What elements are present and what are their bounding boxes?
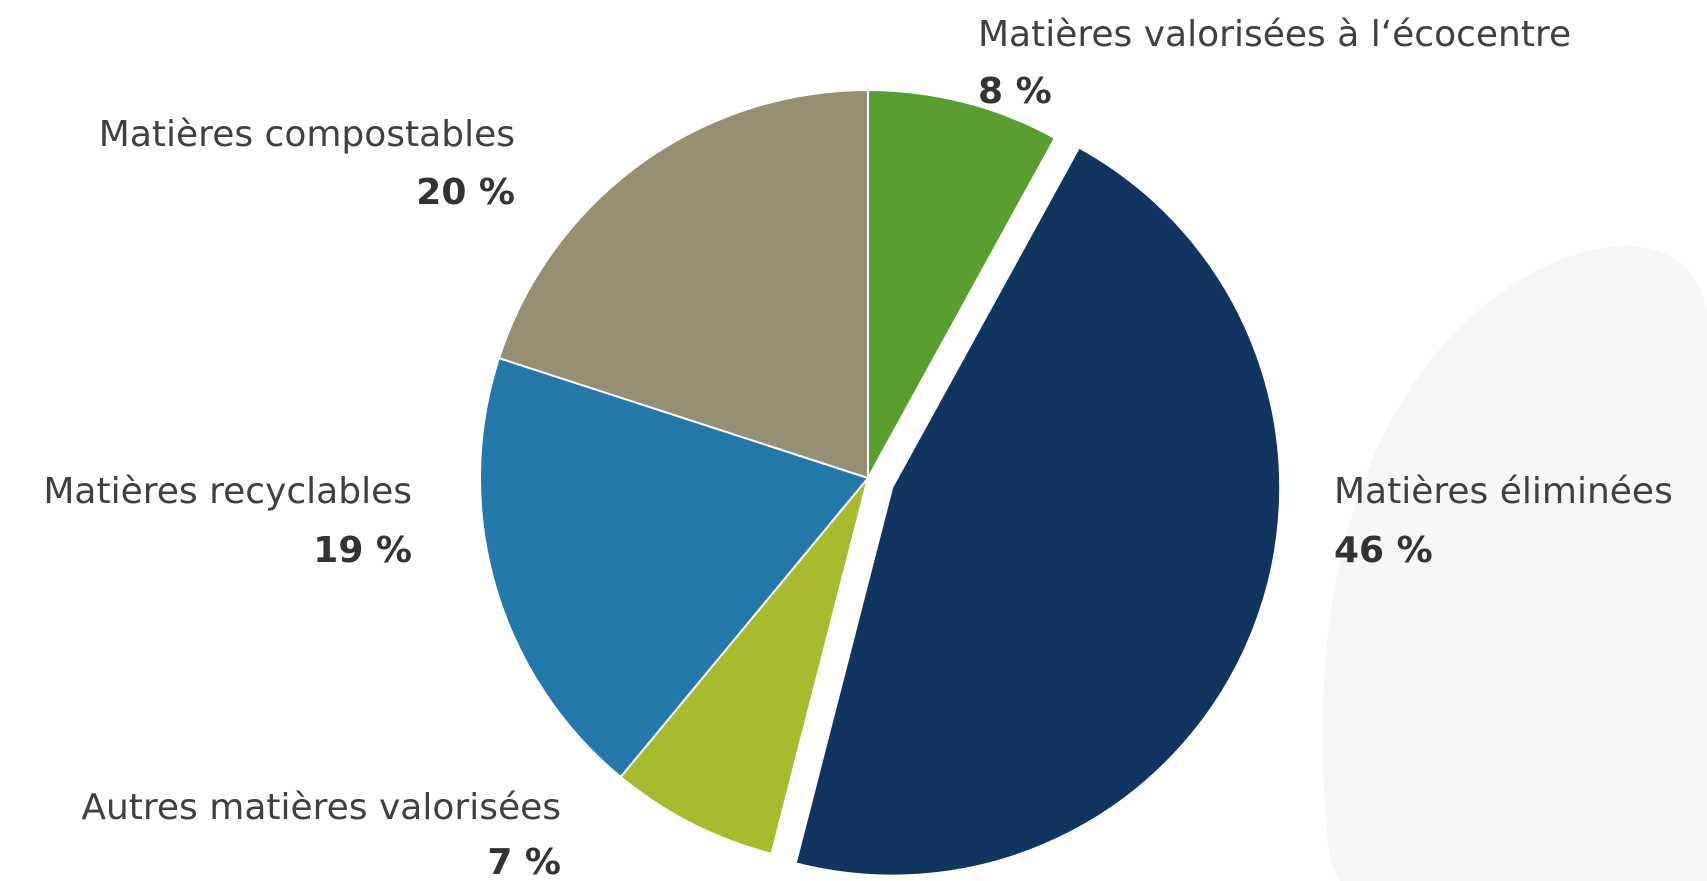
slice-label: Autres matières valorisées [81,787,561,828]
slice-value-label: 46 % [1334,530,1433,571]
slice-value-label: 8 % [978,71,1052,112]
slice-value-label: 19 % [313,530,412,571]
slice-label: Matières recyclables [43,471,412,512]
slice-value-label: 7 % [487,842,561,881]
slice-value-label: 20 % [416,172,515,213]
chart: Matières valorisées à l‘écocentre 8 % Mati… [0,0,1707,881]
slice-label: Matières éliminées [1334,471,1673,512]
slice-label: Matières compostables [99,114,515,155]
slice-label: Matières valorisées à l‘écocentre [978,14,1571,55]
